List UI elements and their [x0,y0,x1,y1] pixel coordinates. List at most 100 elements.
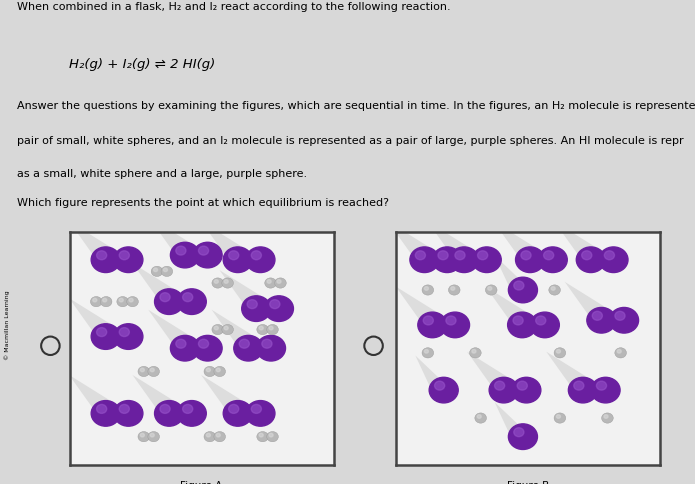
Circle shape [114,324,143,349]
Circle shape [475,413,486,424]
Circle shape [120,328,129,337]
Circle shape [138,366,149,377]
Circle shape [507,313,537,338]
Text: as a small, white sphere and a large, purple sphere.: as a small, white sphere and a large, pu… [17,168,307,179]
Circle shape [574,381,584,390]
Circle shape [495,381,505,390]
Circle shape [242,296,271,322]
PathPatch shape [201,375,259,411]
Circle shape [193,243,222,268]
Circle shape [222,325,234,335]
Text: © Macmillan Learning: © Macmillan Learning [4,289,10,359]
Circle shape [223,247,252,273]
PathPatch shape [133,375,190,411]
Circle shape [516,247,545,273]
Circle shape [154,289,183,315]
Circle shape [91,324,120,349]
Circle shape [183,293,193,302]
Circle shape [264,296,293,322]
Circle shape [170,243,199,268]
Circle shape [438,251,448,260]
Circle shape [488,287,492,291]
Circle shape [92,299,97,302]
Circle shape [569,378,598,403]
Circle shape [212,325,224,335]
Circle shape [425,350,428,353]
Circle shape [441,313,470,338]
Circle shape [161,267,172,277]
Circle shape [140,368,145,372]
Circle shape [472,350,476,353]
Circle shape [222,278,234,288]
Circle shape [521,251,531,260]
Circle shape [114,401,143,426]
Circle shape [530,313,559,338]
PathPatch shape [416,356,450,388]
Circle shape [206,368,211,372]
Circle shape [246,401,275,426]
PathPatch shape [395,287,453,323]
Circle shape [114,247,143,273]
Circle shape [177,289,206,315]
Circle shape [517,381,528,390]
Circle shape [554,413,566,424]
Circle shape [472,247,501,273]
Circle shape [267,325,278,335]
Circle shape [277,280,281,284]
Circle shape [214,280,218,284]
Circle shape [596,381,607,390]
PathPatch shape [69,375,126,411]
Circle shape [229,251,239,260]
PathPatch shape [133,264,190,300]
Circle shape [538,247,567,273]
Circle shape [410,247,439,273]
Circle shape [152,267,163,277]
Circle shape [214,432,225,442]
PathPatch shape [495,256,529,288]
Circle shape [514,282,524,290]
Circle shape [615,312,625,320]
Circle shape [206,434,211,437]
Circle shape [90,297,102,307]
Circle shape [416,251,425,260]
Circle shape [163,269,167,272]
Circle shape [592,312,603,320]
Circle shape [513,317,523,325]
Circle shape [148,366,159,377]
Circle shape [120,405,129,413]
Circle shape [91,247,120,273]
Circle shape [477,251,488,260]
Circle shape [252,405,261,413]
Text: Which figure represents the point at which equilibrium is reached?: Which figure represents the point at whi… [17,197,389,208]
Circle shape [129,299,133,302]
Circle shape [536,317,546,325]
Circle shape [170,336,199,361]
Circle shape [446,317,456,325]
Circle shape [256,336,286,361]
PathPatch shape [201,222,259,257]
Circle shape [150,434,154,437]
Circle shape [470,348,481,358]
Circle shape [275,278,286,288]
Circle shape [100,297,112,307]
Circle shape [138,432,149,442]
Circle shape [150,368,154,372]
Circle shape [120,251,129,260]
Circle shape [508,424,537,450]
Text: pair of small, white spheres, and an I₂ molecule is represented as a pair of lar: pair of small, white spheres, and an I₂ … [17,136,684,146]
Circle shape [97,251,107,260]
Circle shape [229,405,239,413]
PathPatch shape [495,402,529,435]
Circle shape [154,269,158,272]
Circle shape [604,415,608,419]
Circle shape [126,297,138,307]
PathPatch shape [565,282,622,318]
Circle shape [554,348,566,358]
Circle shape [103,299,107,302]
PathPatch shape [493,222,551,257]
Circle shape [582,251,592,260]
Circle shape [270,300,280,309]
Circle shape [267,280,271,284]
PathPatch shape [69,299,126,334]
Circle shape [214,327,218,330]
